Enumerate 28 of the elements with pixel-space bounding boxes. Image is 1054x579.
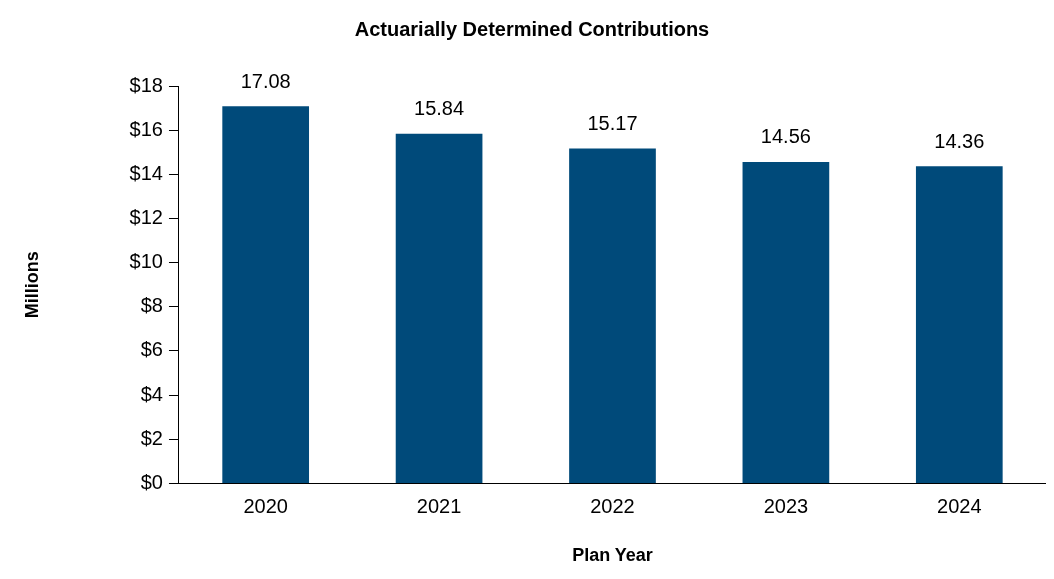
- y-axis-title: Millions: [21, 251, 42, 319]
- y-tick-label: $4: [140, 382, 163, 405]
- data-label: 15.84: [414, 97, 465, 120]
- x-tick-label: 2022: [590, 494, 635, 517]
- bar: [222, 106, 310, 483]
- x-tick-label: 2020: [243, 494, 288, 517]
- bar: [395, 133, 483, 483]
- data-label: 15.17: [587, 112, 638, 134]
- y-tick-label: $6: [140, 338, 163, 361]
- x-tick-label: 2024: [937, 494, 982, 517]
- y-tick-label: $14: [129, 161, 163, 184]
- data-label: 14.56: [760, 125, 811, 148]
- y-tick-label: $2: [140, 426, 163, 449]
- chart-title: Actuarially Determined Contributions: [354, 17, 710, 40]
- bar: [742, 161, 830, 483]
- data-label: 17.08: [240, 69, 291, 92]
- y-tick-label: $0: [140, 470, 163, 493]
- x-axis-title: Plan Year: [572, 545, 653, 566]
- bar: [915, 166, 1003, 483]
- x-tick-label: 2023: [763, 494, 809, 517]
- y-tick-label: $10: [129, 250, 163, 273]
- y-tick-label: $8: [140, 294, 163, 317]
- x-tick-label: 2021: [416, 494, 462, 517]
- y-tick-label: $18: [129, 73, 163, 96]
- y-tick-label: $16: [129, 117, 163, 140]
- y-tick-label: $12: [129, 205, 163, 228]
- data-label: 14.36: [934, 129, 985, 152]
- bar: [569, 148, 656, 483]
